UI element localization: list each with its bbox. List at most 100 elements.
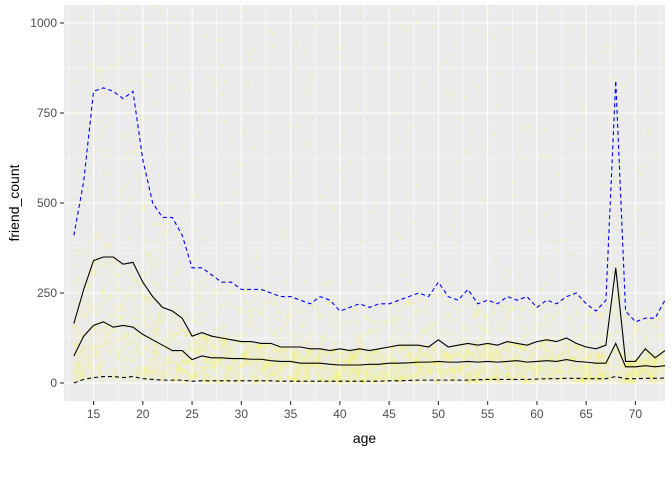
scatter-point <box>73 110 78 115</box>
scatter-point <box>267 375 272 380</box>
scatter-point <box>178 367 184 373</box>
scatter-point <box>568 353 573 359</box>
scatter-point <box>246 350 251 356</box>
scatter-point <box>295 41 300 46</box>
scatter-point <box>596 322 601 327</box>
scatter-point <box>237 379 242 384</box>
scatter-point <box>157 336 162 341</box>
scatter-point <box>457 364 462 370</box>
scatter-point <box>203 372 209 377</box>
scatter-point <box>132 277 137 282</box>
scatter-point <box>487 379 493 385</box>
scatter-point <box>134 372 140 377</box>
scatter-point <box>294 353 299 358</box>
scatter-point <box>429 370 434 375</box>
scatter-point <box>521 307 526 313</box>
scatter-point <box>538 368 543 373</box>
scatter-point <box>361 369 366 375</box>
scatter-point <box>654 378 660 384</box>
scatter-point <box>615 307 621 312</box>
scatter-point <box>468 372 473 377</box>
scatter-point <box>101 300 106 305</box>
scatter-point <box>549 7 554 12</box>
scatter-point <box>225 290 230 296</box>
scatter-point <box>237 310 242 315</box>
scatter-point <box>304 374 309 379</box>
scatter-point <box>247 341 253 346</box>
scatter-point <box>136 334 141 339</box>
scatter-point <box>355 373 360 378</box>
scatter-point <box>641 366 646 371</box>
scatter-point <box>356 371 362 376</box>
scatter-point <box>415 380 421 385</box>
scatter-point <box>223 345 228 350</box>
scatter-point <box>415 362 420 368</box>
scatter-point <box>337 323 342 328</box>
scatter-point <box>157 362 162 367</box>
scatter-point <box>399 374 404 380</box>
scatter-point <box>477 357 483 362</box>
scatter-point <box>533 368 538 373</box>
scatter-point <box>478 308 483 313</box>
scatter-point <box>414 354 419 359</box>
scatter-point <box>165 356 170 362</box>
scatter-point <box>154 320 159 325</box>
scatter-point <box>650 374 656 379</box>
scatter-point <box>275 377 281 382</box>
scatter-point <box>203 348 209 354</box>
scatter-point <box>132 137 137 142</box>
scatter-point <box>237 363 242 368</box>
scatter-point <box>136 349 141 354</box>
scatter-point <box>392 366 398 371</box>
scatter-point <box>251 346 257 351</box>
scatter-point <box>607 331 613 337</box>
scatter-point <box>472 299 478 305</box>
scatter-point <box>205 365 210 370</box>
scatter-point <box>572 356 578 361</box>
scatter-point <box>282 324 287 329</box>
scatter-point <box>195 343 201 348</box>
scatter-point <box>150 356 156 361</box>
scatter-point <box>180 372 185 377</box>
scatter-point <box>543 335 548 341</box>
scatter-point <box>74 331 79 336</box>
scatter-point <box>294 368 299 373</box>
x-tick-label: 40 <box>333 407 347 421</box>
scatter-point <box>330 356 336 361</box>
x-tick-label: 30 <box>235 407 249 421</box>
scatter-point <box>137 117 142 122</box>
scatter-point <box>119 303 124 309</box>
scatter-point <box>594 334 599 339</box>
scatter-point <box>489 310 494 315</box>
scatter-point <box>638 360 643 366</box>
scatter-point <box>233 373 239 378</box>
scatter-point <box>400 374 405 379</box>
scatter-point <box>173 248 179 253</box>
scatter-point <box>327 365 332 370</box>
scatter-point <box>494 366 500 372</box>
scatter-point <box>74 371 80 376</box>
scatter-point <box>367 371 372 376</box>
scatter-point <box>129 284 135 290</box>
scatter-point <box>274 317 280 322</box>
scatter-point <box>85 104 90 110</box>
scatter-point <box>637 110 642 116</box>
scatter-point <box>433 321 438 327</box>
scatter-point <box>483 315 488 320</box>
scatter-point <box>255 343 260 348</box>
scatter-point <box>485 330 490 336</box>
scatter-point <box>212 293 217 298</box>
scatter-point <box>286 318 291 323</box>
scatter-point <box>290 297 295 302</box>
scatter-point <box>97 301 102 306</box>
scatter-point <box>203 378 208 383</box>
scatter-point <box>256 354 262 359</box>
scatter-point <box>598 361 604 367</box>
scatter-point <box>108 293 113 298</box>
scatter-point <box>473 355 478 361</box>
scatter-point <box>384 355 390 360</box>
scatter-point <box>210 345 216 350</box>
scatter-point <box>481 343 486 349</box>
scatter-point <box>544 370 549 375</box>
scatter-point <box>332 340 337 345</box>
